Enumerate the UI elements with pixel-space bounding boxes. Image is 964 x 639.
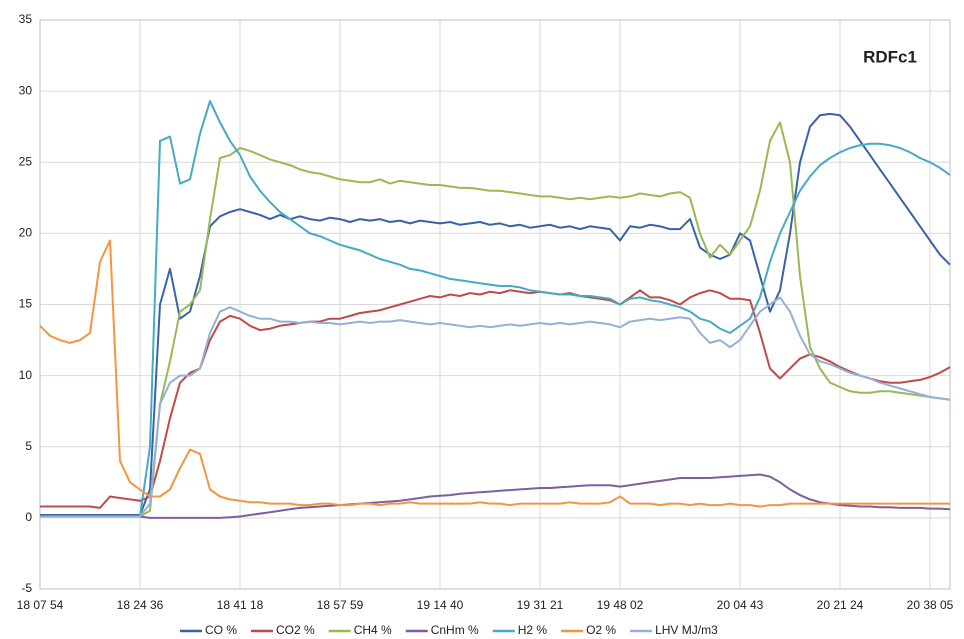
y-tick-label: 30 [19,83,33,97]
x-tick-label: 18 07 54 [17,598,64,612]
series-line [40,289,951,509]
x-tick-label: 20 04 43 [717,598,764,612]
x-tick-label: 19 48 02 [597,598,644,612]
x-tick-label: 19 14 40 [417,598,464,612]
y-tick-label: 0 [25,510,32,524]
x-tick-label: 18 24 36 [117,598,164,612]
series-line [40,121,951,518]
x-tick-label: 20 21 24 [817,598,864,612]
legend-label: O2 % [586,623,616,637]
legend-label: CnHm % [431,623,479,637]
y-tick-label: 20 [19,226,33,240]
x-tick-label: 19 31 21 [517,598,564,612]
y-tick-label: 25 [19,154,33,168]
series-line [40,112,951,516]
y-tick-label: 10 [19,368,33,382]
x-tick-label: 18 41 18 [217,598,264,612]
y-tick-label: 5 [25,439,32,453]
y-tick-label: 35 [19,12,33,26]
x-tick-label: 18 57 59 [317,598,364,612]
x-tick-label: 20 38 05 [907,598,954,612]
legend-label: CO2 % [276,623,315,637]
y-tick-label: 15 [19,297,33,311]
legend-label: CH4 % [354,623,392,637]
y-tick-label: -5 [21,581,32,595]
plot-frame [39,19,951,590]
legend-label: LHV MJ/m3 [655,623,718,637]
series-line [40,296,951,518]
series-line [40,473,951,519]
legend-label: CO % [205,623,237,637]
annotation: RDFc1 [863,47,917,66]
series-line [40,100,951,518]
series-line [39,239,950,508]
legend-label: H2 % [518,623,548,637]
